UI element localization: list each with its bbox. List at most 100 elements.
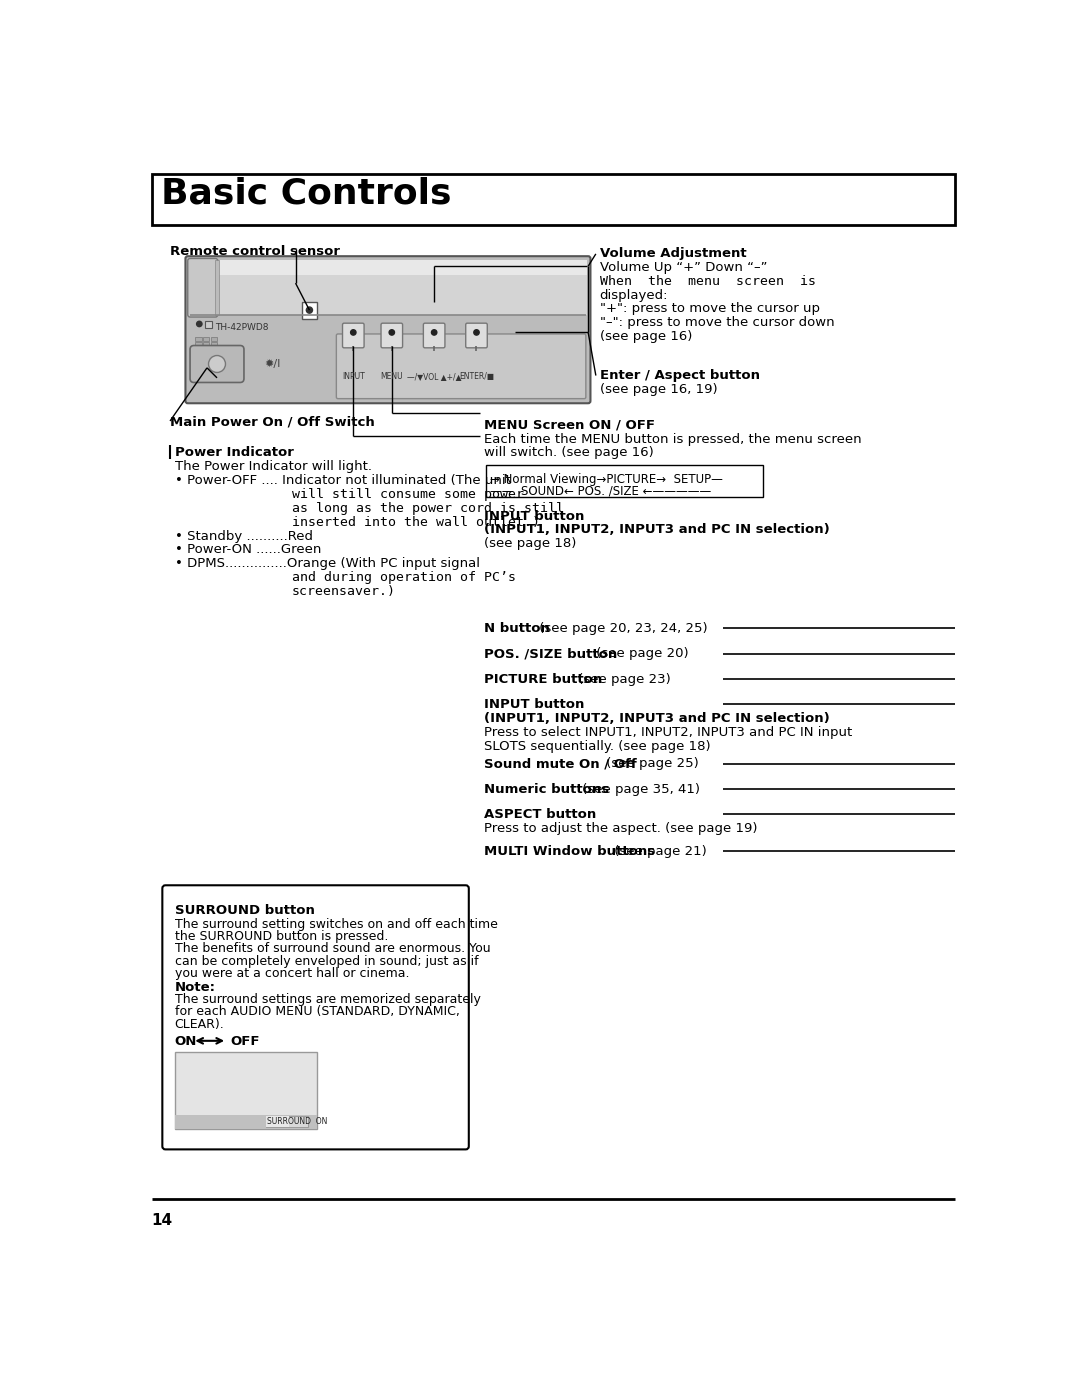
Bar <box>211 337 217 341</box>
Bar <box>195 348 202 352</box>
Text: Remote control sensor: Remote control sensor <box>170 244 340 257</box>
Text: Volume Up “+” Down “–”: Volume Up “+” Down “–” <box>599 261 767 274</box>
Bar <box>301 302 318 319</box>
Text: OFF: OFF <box>231 1035 260 1048</box>
Text: can be completely enveloped in sound; just as if: can be completely enveloped in sound; ju… <box>175 954 478 968</box>
Bar <box>151 173 956 225</box>
Text: the SURROUND button is pressed.: the SURROUND button is pressed. <box>175 930 388 943</box>
Circle shape <box>389 330 394 335</box>
FancyBboxPatch shape <box>186 256 591 404</box>
Text: N button: N button <box>484 622 550 636</box>
Text: (see page 21): (see page 21) <box>610 845 706 858</box>
Circle shape <box>208 355 226 373</box>
Bar <box>211 348 217 352</box>
Text: CLEAR).: CLEAR). <box>175 1018 225 1031</box>
Bar <box>218 260 586 275</box>
Text: Main Power On / Off Switch: Main Power On / Off Switch <box>170 415 375 429</box>
Text: ENTER/■: ENTER/■ <box>459 373 494 381</box>
Text: Press to select INPUT1, INPUT2, INPUT3 and PC IN input: Press to select INPUT1, INPUT2, INPUT3 a… <box>484 726 852 739</box>
Text: —/▼VOL ▲+/▲: —/▼VOL ▲+/▲ <box>407 373 461 381</box>
Bar <box>266 1116 288 1127</box>
Text: (see page 16, 19): (see page 16, 19) <box>599 383 717 397</box>
Text: ON: ON <box>175 1035 197 1048</box>
Text: • Standby ..........Red: • Standby ..........Red <box>175 529 313 542</box>
Text: (see page 16): (see page 16) <box>599 330 692 344</box>
Text: (see page 20): (see page 20) <box>592 647 689 661</box>
Text: Press to adjust the aspect. (see page 19): Press to adjust the aspect. (see page 19… <box>484 823 758 835</box>
FancyBboxPatch shape <box>216 260 218 316</box>
Text: TH-42PWD8: TH-42PWD8 <box>215 323 268 332</box>
Text: 14: 14 <box>151 1214 173 1228</box>
Bar <box>175 1052 318 1129</box>
Bar <box>266 1116 308 1127</box>
Text: • Power-OFF .... Indicator not illuminated (The unit: • Power-OFF .... Indicator not illuminat… <box>175 474 511 488</box>
Circle shape <box>431 330 436 335</box>
Bar <box>195 337 202 341</box>
Text: SURROUND  ON: SURROUND ON <box>267 1118 327 1126</box>
Text: The surround setting switches on and off each time: The surround setting switches on and off… <box>175 918 498 930</box>
FancyBboxPatch shape <box>381 323 403 348</box>
Text: INPUT: INPUT <box>342 373 365 381</box>
FancyBboxPatch shape <box>342 323 364 348</box>
Text: → Normal Viewing→PICTURE→  SETUP—: → Normal Viewing→PICTURE→ SETUP— <box>490 472 724 486</box>
Text: The benefits of surround sound are enormous. You: The benefits of surround sound are enorm… <box>175 942 490 956</box>
FancyBboxPatch shape <box>162 886 469 1150</box>
Text: MENU: MENU <box>380 373 403 381</box>
Text: (INPUT1, INPUT2, INPUT3 and PC IN selection): (INPUT1, INPUT2, INPUT3 and PC IN select… <box>484 712 829 725</box>
Text: (see page 35, 41): (see page 35, 41) <box>578 782 700 796</box>
FancyBboxPatch shape <box>188 258 218 317</box>
Text: inserted into the wall outlet.): inserted into the wall outlet.) <box>292 515 540 528</box>
Text: (see page 23): (see page 23) <box>573 673 671 686</box>
Bar <box>218 260 586 316</box>
Text: ASPECT button: ASPECT button <box>484 809 596 821</box>
Text: When  the  menu  screen  is: When the menu screen is <box>599 275 815 288</box>
Text: Note:: Note: <box>175 981 216 993</box>
Text: • Power-ON ......Green: • Power-ON ......Green <box>175 543 321 556</box>
Text: Numeric buttons: Numeric buttons <box>484 782 609 796</box>
Text: (see page 20, 23, 24, 25): (see page 20, 23, 24, 25) <box>535 622 707 636</box>
Circle shape <box>197 321 202 327</box>
Text: as long as the power cord is still: as long as the power cord is still <box>292 502 564 515</box>
Text: Enter / Aspect button: Enter / Aspect button <box>599 369 759 383</box>
Text: INPUT button: INPUT button <box>484 698 584 711</box>
Text: screensaver.): screensaver.) <box>292 585 395 598</box>
FancyBboxPatch shape <box>336 334 585 398</box>
Text: Sound mute On / Off: Sound mute On / Off <box>484 757 637 771</box>
Bar <box>203 342 210 346</box>
Text: (see page 18): (see page 18) <box>484 538 577 550</box>
Text: SLOTS sequentially. (see page 18): SLOTS sequentially. (see page 18) <box>484 740 711 753</box>
Text: (see page 25): (see page 25) <box>602 757 699 771</box>
Bar <box>205 321 212 328</box>
Bar <box>211 342 217 346</box>
Text: will switch. (see page 16): will switch. (see page 16) <box>484 447 654 460</box>
Text: displayed:: displayed: <box>599 289 669 302</box>
Circle shape <box>307 307 312 313</box>
Text: and during operation of PC’s: and during operation of PC’s <box>292 571 516 584</box>
Text: The surround settings are memorized separately: The surround settings are memorized sepa… <box>175 993 481 1006</box>
Circle shape <box>351 330 356 335</box>
Circle shape <box>474 330 480 335</box>
Text: PICTURE button: PICTURE button <box>484 673 603 686</box>
Text: SURROUND button: SURROUND button <box>175 904 314 916</box>
Text: ✹/I: ✹/I <box>265 359 281 369</box>
Bar <box>486 465 762 497</box>
Text: POS. /SIZE button: POS. /SIZE button <box>484 647 618 661</box>
Text: Basic Controls: Basic Controls <box>161 177 451 211</box>
Bar <box>203 348 210 352</box>
FancyBboxPatch shape <box>190 345 244 383</box>
Text: ——  SOUND← POS. /SIZE ←—————: —— SOUND← POS. /SIZE ←————— <box>490 485 712 497</box>
Text: for each AUDIO MENU (STANDARD, DYNAMIC,: for each AUDIO MENU (STANDARD, DYNAMIC, <box>175 1006 459 1018</box>
Text: you were at a concert hall or cinema.: you were at a concert hall or cinema. <box>175 967 409 979</box>
Text: "+": press to move the cursor up: "+": press to move the cursor up <box>599 302 820 316</box>
Text: (INPUT1, INPUT2, INPUT3 and PC IN selection): (INPUT1, INPUT2, INPUT3 and PC IN select… <box>484 524 829 536</box>
Text: Volume Adjustment: Volume Adjustment <box>599 247 746 260</box>
Bar <box>195 342 202 346</box>
Text: "–": press to move the cursor down: "–": press to move the cursor down <box>599 316 835 330</box>
Text: Each time the MENU button is pressed, the menu screen: Each time the MENU button is pressed, th… <box>484 433 862 446</box>
FancyBboxPatch shape <box>465 323 487 348</box>
Text: Power Indicator: Power Indicator <box>175 447 294 460</box>
FancyBboxPatch shape <box>423 323 445 348</box>
Text: The Power Indicator will light.: The Power Indicator will light. <box>175 460 372 474</box>
Bar <box>175 1115 318 1129</box>
Text: • DPMS...............Orange (With PC input signal: • DPMS...............Orange (With PC inp… <box>175 557 480 570</box>
